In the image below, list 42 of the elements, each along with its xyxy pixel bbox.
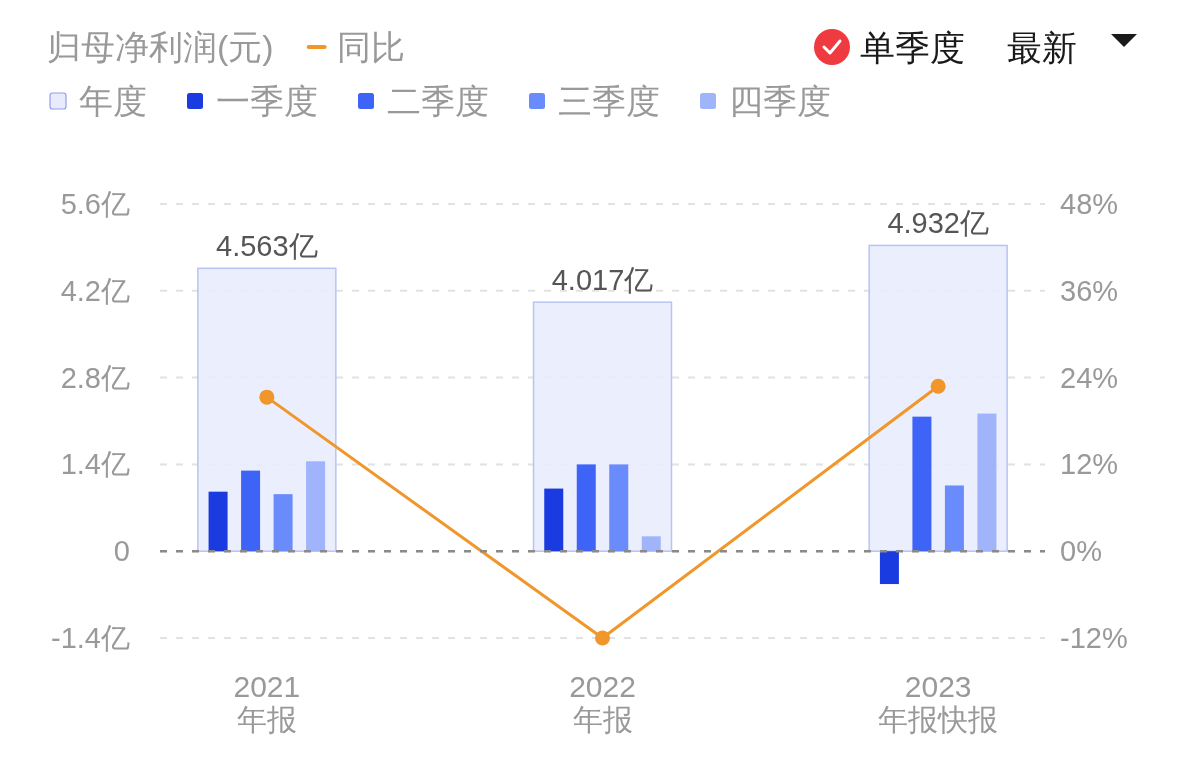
y2-tick-label: 36%: [1060, 274, 1119, 307]
legend-label: 一季度: [216, 82, 318, 120]
y-tick-label: 1.4亿: [60, 448, 130, 481]
point: [259, 389, 275, 405]
y-tick-label: 5.6亿: [60, 188, 130, 220]
legend-label: 二季度: [387, 82, 489, 120]
bar: [544, 488, 564, 552]
bar: [879, 551, 899, 585]
legend-label: 年度: [79, 82, 147, 120]
bar: [273, 494, 293, 552]
legend-label: 三季度: [558, 82, 660, 120]
bar: [208, 491, 228, 552]
bar: [912, 416, 932, 552]
y-tick-label: -1.4亿: [51, 622, 130, 654]
data-label: 4.932亿: [887, 207, 989, 240]
text: 最新: [1007, 27, 1077, 67]
x-tick-label: 2021 年报: [233, 669, 301, 736]
text: 单季度: [860, 27, 965, 67]
data-label: 4.017亿: [551, 264, 654, 297]
bar: [306, 461, 326, 552]
bar: [241, 470, 261, 552]
y-tick-label: 0: [113, 535, 130, 568]
bar: [977, 413, 997, 552]
y-tick-label: 4.2亿: [60, 274, 130, 307]
y-tick-label: 2.8亿: [60, 361, 130, 394]
x-tick-label: 2022 年报: [569, 669, 636, 736]
point: [930, 378, 946, 394]
y2-tick-label: 0%: [1060, 535, 1102, 568]
chart-title: 归母净利润(元): [47, 28, 274, 66]
legend-label: 同比: [336, 28, 405, 66]
y2-tick-label: -12%: [1060, 622, 1128, 654]
point: [595, 630, 610, 646]
bar: [576, 464, 596, 552]
y2-tick-label: 12%: [1060, 448, 1119, 481]
legend-label: 四季度: [729, 82, 831, 120]
bar: [944, 485, 964, 552]
x-tick-label: 2023 年报快报: [878, 669, 999, 736]
y2-tick-label: 24%: [1060, 361, 1119, 394]
data-label: 4.563亿: [216, 230, 318, 263]
bar: [609, 464, 629, 552]
y2-tick-label: 48%: [1060, 188, 1119, 220]
bar: [641, 536, 661, 552]
